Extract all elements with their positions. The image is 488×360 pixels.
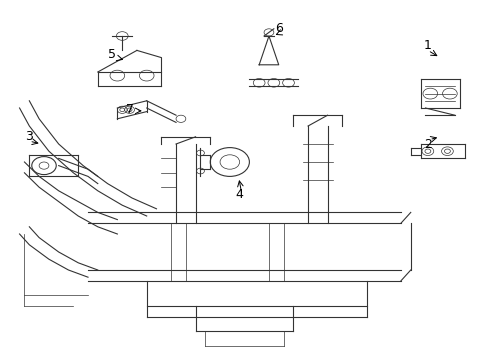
Text: 7: 7 — [125, 103, 133, 116]
Text: 1: 1 — [423, 39, 431, 51]
Text: 6: 6 — [274, 22, 282, 35]
Text: 4: 4 — [235, 188, 243, 201]
Text: 2: 2 — [423, 138, 431, 150]
Text: 3: 3 — [25, 130, 33, 143]
Text: 5: 5 — [108, 48, 116, 60]
